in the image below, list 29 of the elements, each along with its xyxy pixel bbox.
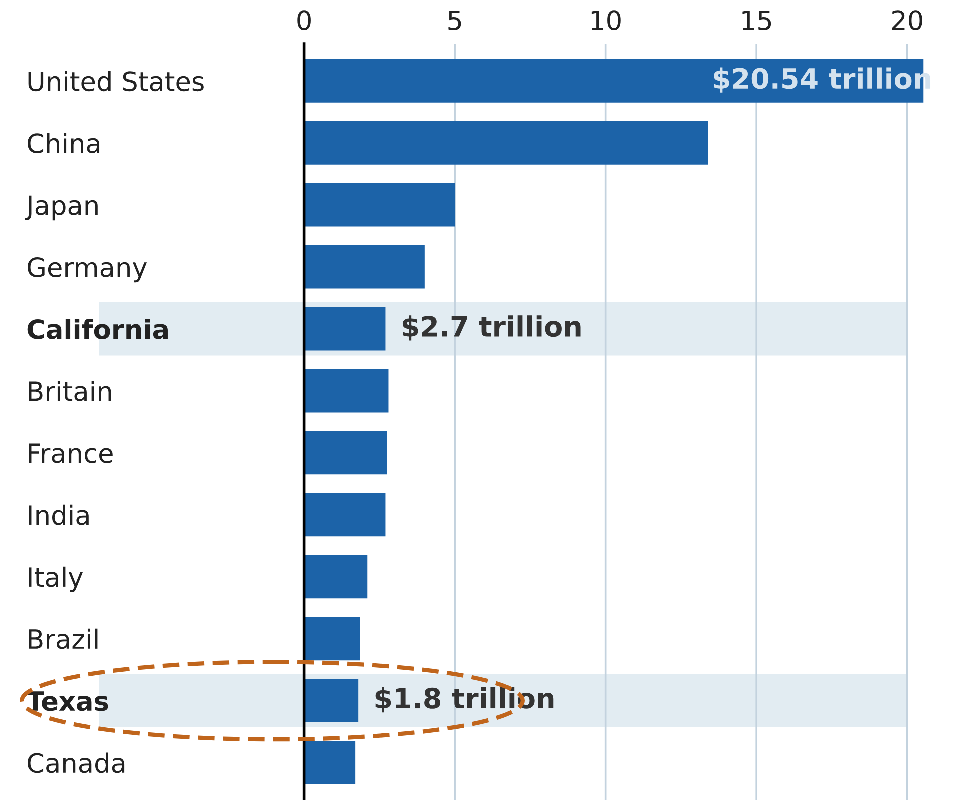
bar <box>304 555 368 599</box>
y-tick-label: Canada <box>28 752 125 774</box>
bar <box>304 245 425 289</box>
y-tick-label: India <box>29 504 89 526</box>
bar <box>304 679 359 723</box>
bar <box>304 121 708 165</box>
y-tick-label: United States <box>28 71 204 92</box>
x-tick-label: 0 <box>298 10 311 31</box>
x-tick-label: 15 <box>742 10 772 31</box>
bar <box>304 183 456 227</box>
y-tick-label: Japan <box>25 196 98 221</box>
bar <box>304 741 356 785</box>
y-tick-label: Italy <box>29 566 83 592</box>
x-tick-label: 5 <box>448 10 462 31</box>
x-tick-label: 10 <box>592 10 621 31</box>
y-tick-label: Germany <box>28 258 148 283</box>
bar <box>304 617 360 661</box>
y-tick-label: France <box>29 444 113 464</box>
bar <box>304 369 389 413</box>
x-tick-label: 20 <box>892 10 922 31</box>
bar <box>304 431 388 475</box>
y-tick-label: Brazil <box>29 628 98 650</box>
y-tick-label: China <box>28 133 100 154</box>
y-tick-label: Texas <box>26 692 108 712</box>
data-label: $2.7 trillion <box>402 316 581 341</box>
bar <box>304 307 386 351</box>
y-tick-label: California <box>28 319 168 340</box>
y-tick-label: Britain <box>29 380 112 402</box>
bar <box>304 493 386 537</box>
